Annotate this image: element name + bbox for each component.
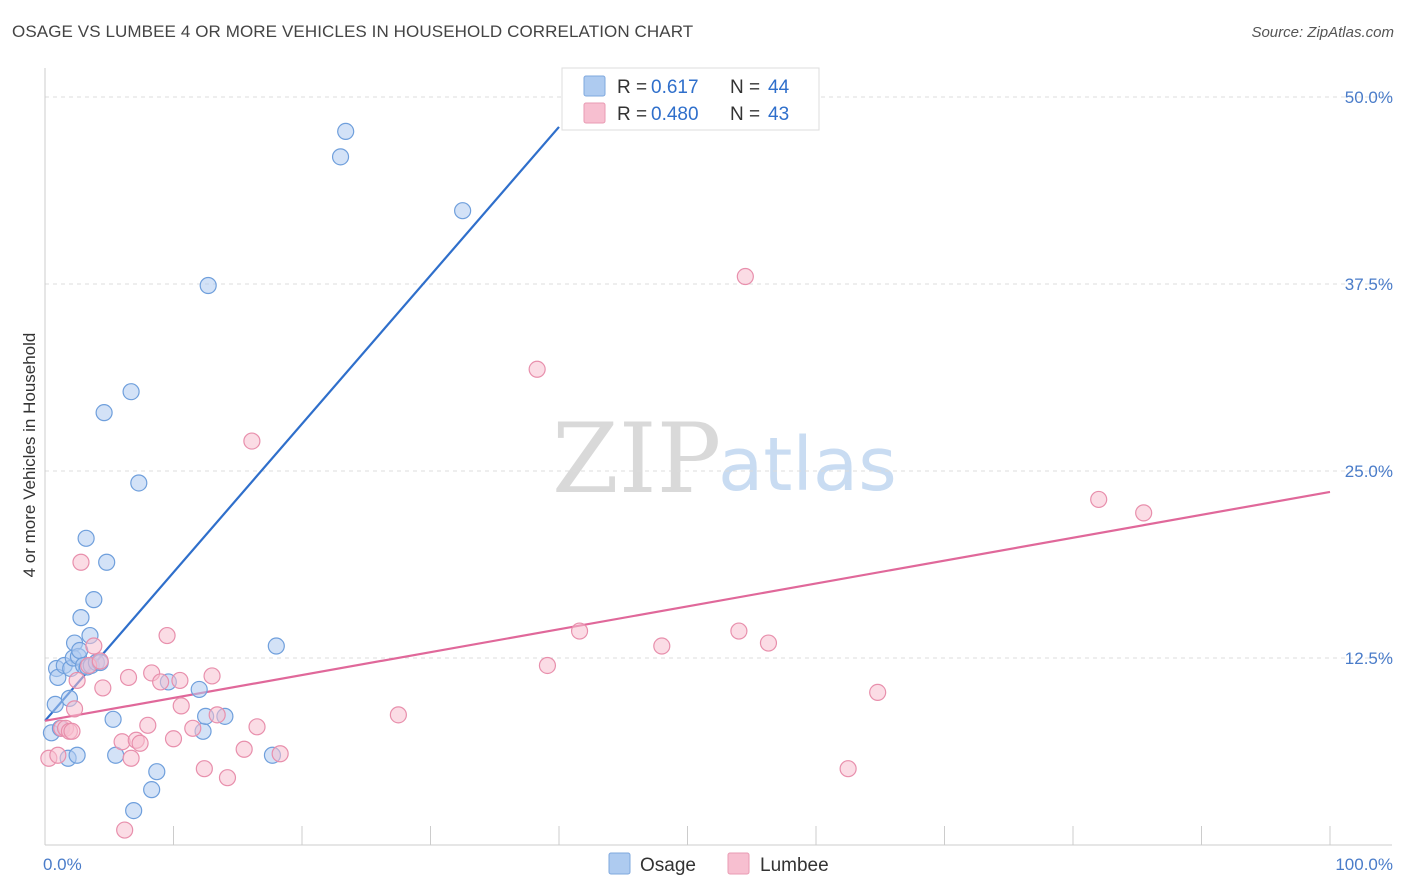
lumbee-point <box>248 718 266 736</box>
lumbee-point <box>63 722 81 740</box>
legend-bottom-lumbee-swatch <box>727 852 750 875</box>
osage-point <box>454 202 472 220</box>
y-axis-title: 4 or more Vehicles in Household <box>20 333 39 578</box>
legend-lumbee-r-value: 0.480 <box>651 104 699 125</box>
osage-point <box>267 637 285 655</box>
legend-bottom-lumbee-label: Lumbee <box>760 855 829 876</box>
y-tick-label: 25.0% <box>1345 462 1393 481</box>
legend-bottom-osage-label: Osage <box>640 855 696 876</box>
osage-point <box>104 710 122 728</box>
lumbee-point <box>271 745 289 763</box>
lumbee-point <box>538 656 557 675</box>
lumbee-point <box>68 671 86 690</box>
lumbee-point <box>164 730 183 748</box>
lumbee-point <box>113 733 131 751</box>
lumbee-trend-line <box>44 490 1331 722</box>
lumbee-point <box>72 553 90 571</box>
osage-point <box>122 383 140 401</box>
osage-point <box>331 148 350 166</box>
lumbee-point <box>869 683 887 702</box>
chart-title: OSAGE VS LUMBEE 4 OR MORE VEHICLES IN HO… <box>12 22 694 41</box>
osage-trend-line <box>44 126 560 722</box>
y-tick-label: 37.5% <box>1345 275 1393 294</box>
lumbee-point <box>1090 490 1108 509</box>
osage-point <box>68 746 86 764</box>
legend-lumbee-swatch <box>583 102 606 124</box>
trend-lines <box>44 126 1331 722</box>
lumbee-point <box>389 706 407 724</box>
legend-osage-swatch <box>583 75 606 97</box>
legend-osage-n-value: 44 <box>768 77 790 98</box>
osage-point <box>85 591 103 609</box>
y-tick-label: 50.0% <box>1345 88 1393 107</box>
osage-point <box>143 781 161 799</box>
x-tick-label: 100.0% <box>1335 855 1393 874</box>
lumbee-point <box>839 760 857 778</box>
osage-point <box>98 553 116 571</box>
lumbee-point <box>152 673 170 691</box>
lumbee-point <box>653 637 671 655</box>
lumbee-point <box>94 679 112 697</box>
legend-stats: R = 0.617 N = 44 R = 0.480 N = 43 <box>561 67 820 131</box>
lumbee-point <box>730 622 748 640</box>
lumbee-point <box>195 760 213 778</box>
osage-point <box>71 641 89 660</box>
lumbee-point <box>116 821 134 839</box>
lumbee-point <box>218 769 237 787</box>
lumbee-point <box>528 360 546 378</box>
osage-point <box>77 529 95 547</box>
legend-osage-r-label: R = <box>617 77 647 98</box>
lumbee-point <box>184 719 202 737</box>
lumbee-point <box>139 716 157 734</box>
lumbee-point <box>570 622 589 640</box>
chart-source: Source: ZipAtlas.com <box>1251 24 1394 41</box>
lumbee-point <box>208 706 226 724</box>
lumbee-point <box>736 267 754 286</box>
legend-lumbee-n-value: 43 <box>768 104 789 125</box>
legend-lumbee-r-label: R = <box>617 104 647 125</box>
legend-series: Osage Lumbee <box>608 852 829 876</box>
lumbee-point <box>759 634 778 652</box>
lumbee-point <box>243 432 261 450</box>
osage-point <box>190 680 208 699</box>
x-tick-label: 0.0% <box>43 855 82 874</box>
legend-osage-n-label: N = <box>730 77 760 98</box>
osage-point <box>337 122 355 141</box>
lumbee-point <box>65 700 84 718</box>
lumbee-point <box>158 626 176 645</box>
legend-bottom-osage-swatch <box>608 852 631 875</box>
data-points <box>40 122 1153 839</box>
osage-point <box>72 609 90 627</box>
lumbee-point <box>1135 504 1153 522</box>
lumbee-point <box>172 697 190 715</box>
y-tick-label: 12.5% <box>1345 649 1393 668</box>
axes: 0.0% 100.0% <box>43 68 1393 874</box>
lumbee-point <box>122 749 140 767</box>
osage-point <box>95 404 113 422</box>
grid-lines: 12.5% 25.0% 37.5% 50.0% <box>45 88 1393 668</box>
legend-lumbee-n-label: N = <box>730 104 760 125</box>
legend-osage-r-value: 0.617 <box>651 77 699 98</box>
lumbee-point <box>119 668 138 687</box>
lumbee-point <box>91 652 109 670</box>
lumbee-point <box>203 667 221 685</box>
lumbee-point <box>171 671 189 690</box>
lumbee-point <box>49 746 67 764</box>
osage-point <box>130 474 148 492</box>
osage-point <box>199 276 217 295</box>
lumbee-point <box>131 734 149 752</box>
watermark-atlas: atlas <box>718 422 897 508</box>
lumbee-point <box>85 637 103 655</box>
lumbee-point <box>235 740 253 758</box>
watermark-zip: ZIP <box>552 403 721 515</box>
osage-point <box>125 801 143 820</box>
osage-point <box>148 763 166 781</box>
